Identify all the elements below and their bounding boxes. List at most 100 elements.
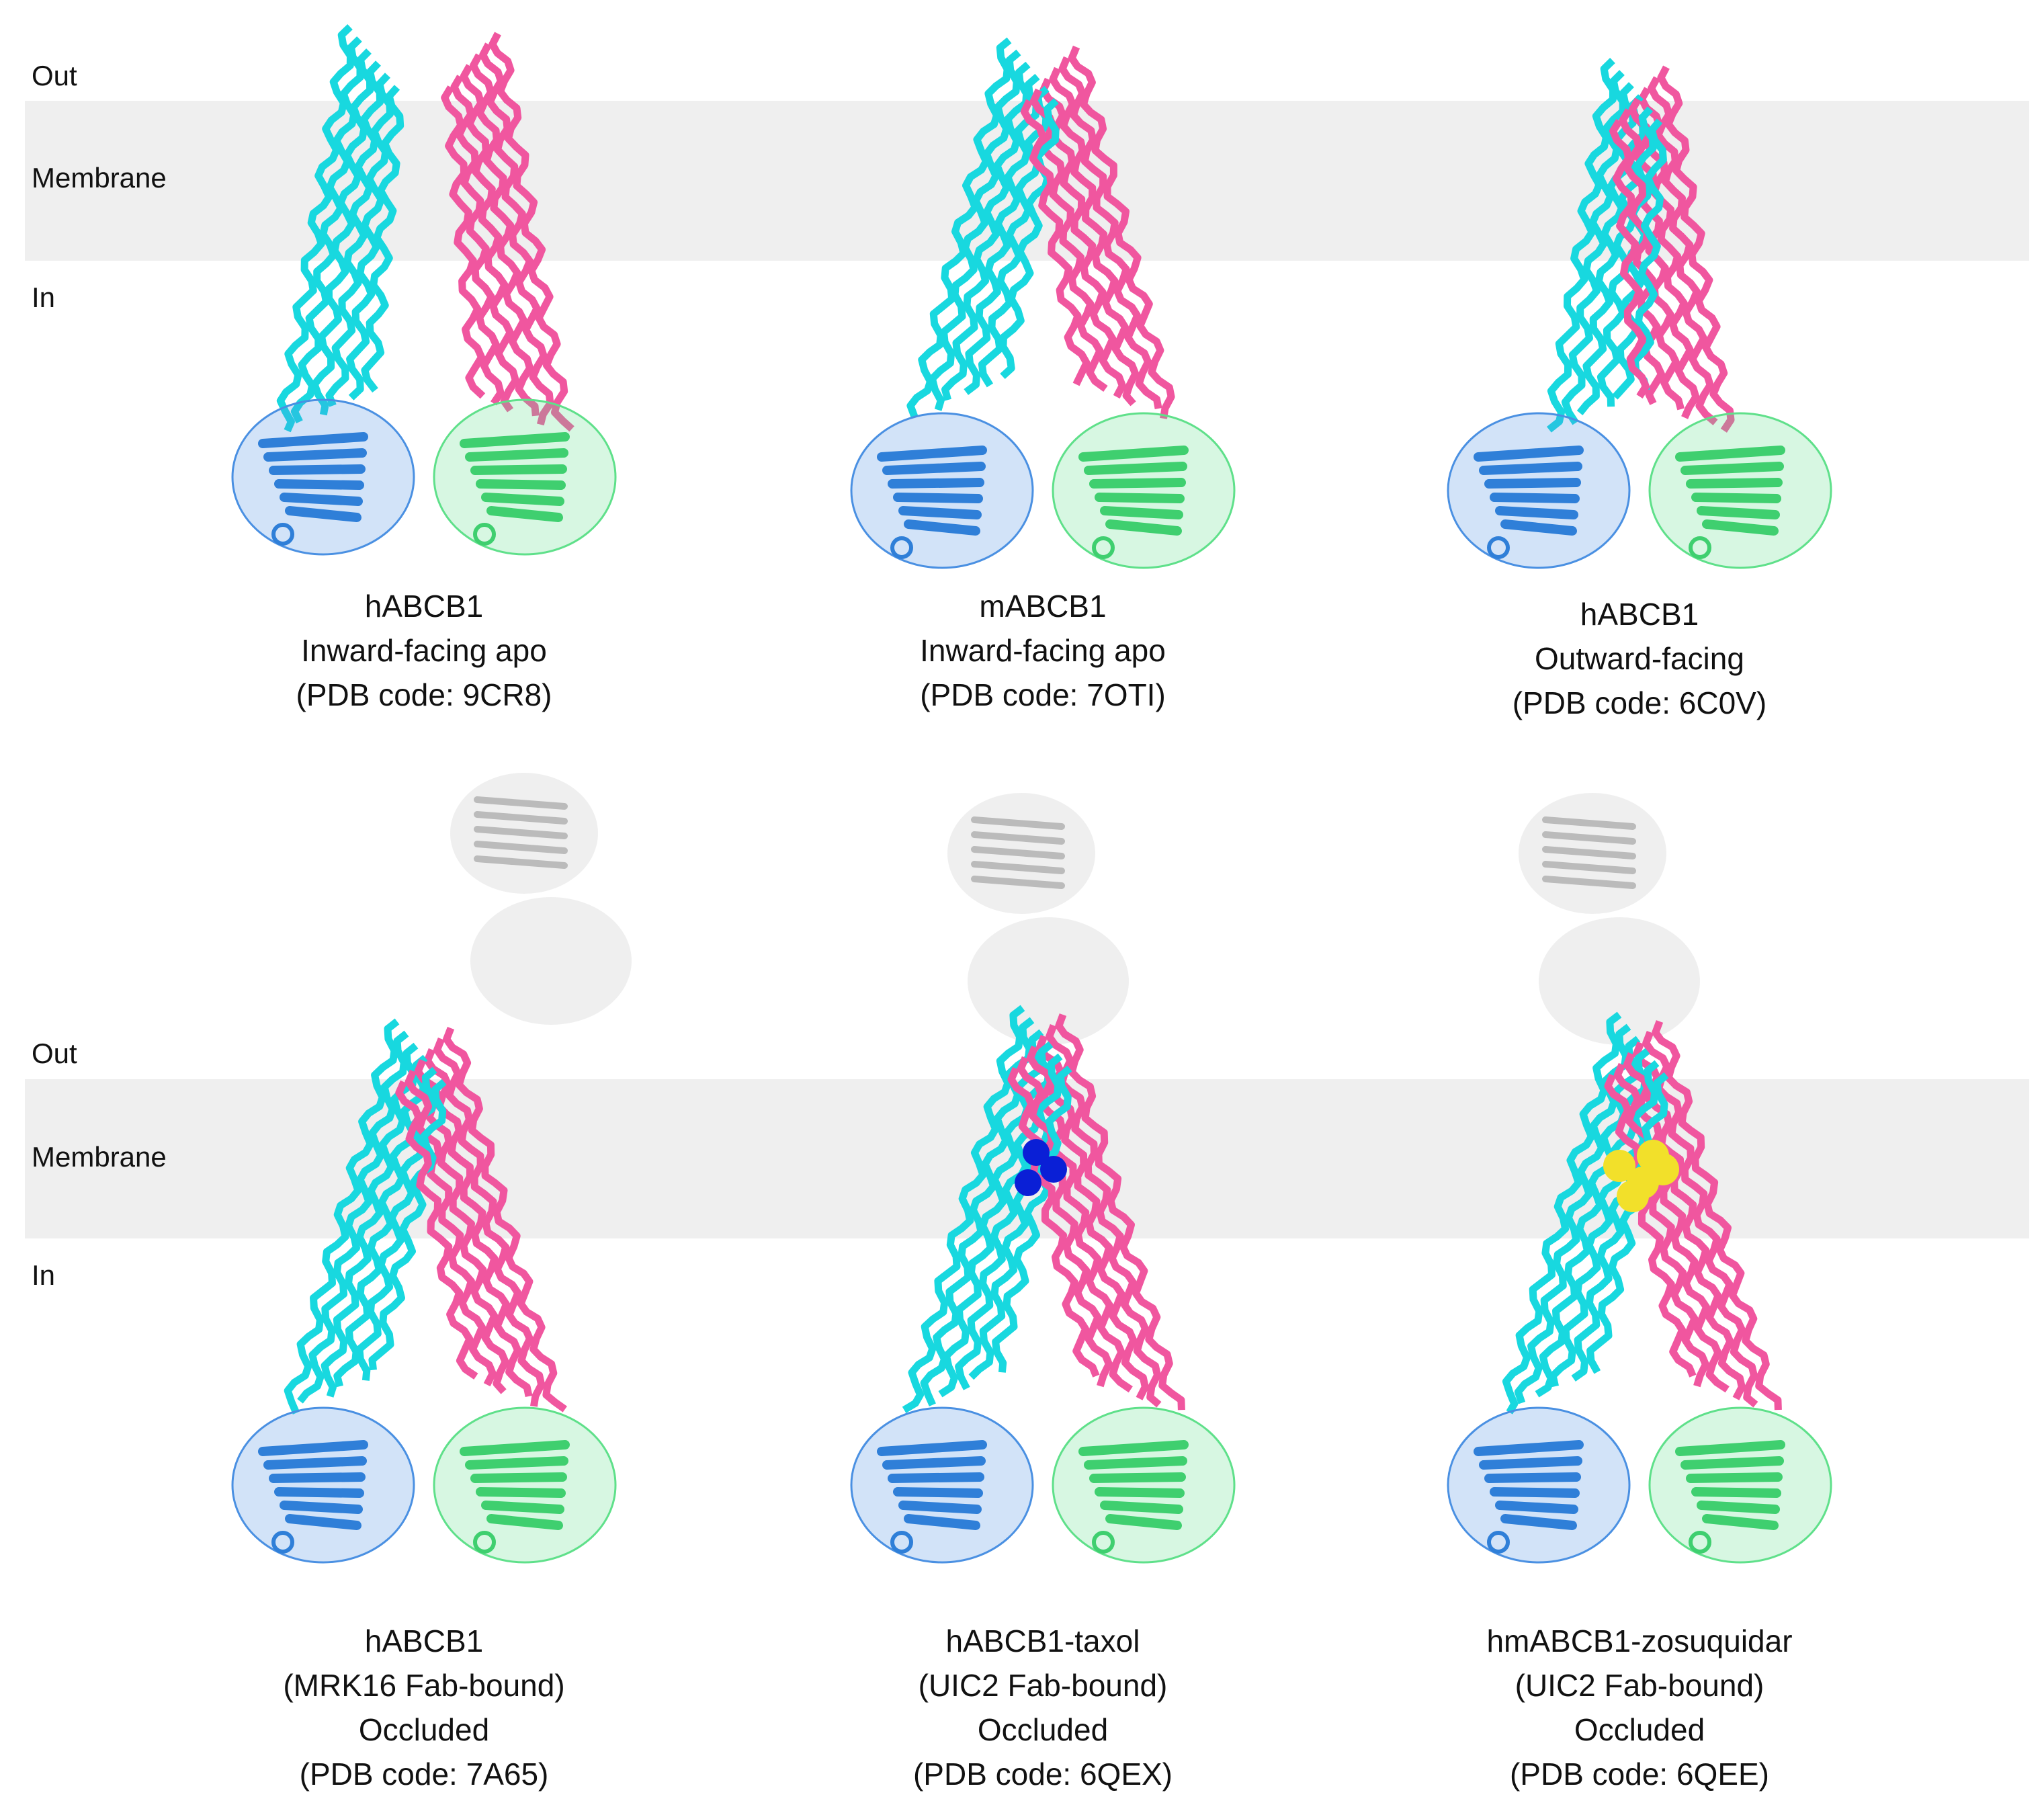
beta-sheet <box>1697 1501 1780 1514</box>
beta-sheet <box>481 1501 564 1514</box>
fab-sheet <box>971 831 1065 845</box>
helix <box>1586 1072 1669 1374</box>
fab-sheet <box>474 811 568 825</box>
caption-line: (PDB code: 9CR8) <box>296 677 552 712</box>
caption-line: Occluded <box>978 1712 1108 1747</box>
beta-sheet <box>904 1514 980 1530</box>
caption-line: Outward-facing <box>1535 641 1744 676</box>
beta-sheet <box>486 1514 563 1530</box>
beta-sheet <box>1095 1487 1185 1498</box>
helix <box>992 1065 1072 1373</box>
protein-structure <box>850 37 1236 569</box>
helix <box>346 73 394 401</box>
beta-sheet <box>274 1487 364 1498</box>
beta-sheet <box>280 1501 363 1514</box>
helix <box>479 42 554 426</box>
beta-sheet <box>1675 1440 1785 1456</box>
caption-line: hABCB1 <box>1580 597 1699 632</box>
fab-sheet <box>971 846 1065 859</box>
beta-sheet <box>1078 446 1189 462</box>
beta-sheet <box>1474 1440 1584 1456</box>
fab-sheet <box>971 816 1065 830</box>
helix <box>1502 1011 1622 1415</box>
helix <box>361 85 404 393</box>
helix <box>1604 1073 1697 1378</box>
beta-sheet <box>258 432 368 448</box>
fab-sheet <box>971 861 1065 874</box>
fab-sheet <box>474 855 568 869</box>
helix <box>404 1069 497 1387</box>
fab-fragment <box>470 897 632 1025</box>
beta-sheet <box>465 1456 568 1470</box>
beta-sheet <box>470 464 567 475</box>
nucleotide-binding-domain <box>433 1406 617 1564</box>
helix <box>1642 1031 1758 1408</box>
beta-sheet <box>1084 462 1187 475</box>
beta-sheet <box>1697 506 1780 519</box>
fab-sheet <box>474 826 568 839</box>
in-label: In <box>32 282 55 313</box>
nucleotide-binding-domain <box>1648 412 1832 569</box>
beta-sheet <box>465 448 568 462</box>
helix-coil <box>1487 1531 1510 1554</box>
beta-sheet <box>904 519 980 536</box>
fab-sheet <box>474 841 568 854</box>
ligand-zosuquidar <box>1603 1140 1679 1212</box>
fab-sheet <box>971 876 1065 889</box>
helix <box>1652 1020 1782 1410</box>
nucleotide-binding-domain <box>850 412 1034 569</box>
helix <box>1561 70 1627 425</box>
beta-sheet <box>460 432 570 448</box>
beta-sheet <box>1691 493 1781 503</box>
protein-structure <box>231 1018 617 1564</box>
beta-sheet <box>877 1440 987 1456</box>
beta-sheet <box>888 1472 984 1483</box>
beta-sheet <box>893 493 983 503</box>
beta-sheet <box>1095 493 1185 503</box>
helix-coil <box>890 1531 913 1554</box>
beta-sheet <box>476 1487 566 1498</box>
helix <box>1546 58 1617 433</box>
caption-line: (PDB code: 7A65) <box>300 1757 549 1792</box>
beta-sheet <box>888 478 984 489</box>
caption-line: Inward-facing apo <box>920 633 1166 668</box>
out-label: Out <box>32 1038 77 1069</box>
helix <box>310 48 374 416</box>
fab-fragment <box>968 917 1129 1045</box>
beta-sheet <box>1490 493 1580 503</box>
helix <box>928 49 1021 411</box>
helix <box>906 37 1012 418</box>
caption-line: hABCB1-taxol <box>946 1624 1140 1658</box>
beta-sheet <box>1100 506 1183 519</box>
helix-coil <box>473 523 496 546</box>
helix <box>1046 1024 1162 1408</box>
beta-sheet <box>1702 1514 1779 1530</box>
helix <box>1609 119 1650 398</box>
helix <box>414 1058 509 1394</box>
ligand-taxol <box>1015 1139 1067 1196</box>
fab-sheet <box>1542 861 1636 874</box>
beta-sheet <box>893 1487 983 1498</box>
helix <box>1637 87 1700 419</box>
beta-sheet <box>470 1472 567 1483</box>
beta-sheet <box>898 506 982 519</box>
caption-line: hmABCB1-zosuquidar <box>1486 1624 1792 1658</box>
beta-sheet <box>460 1440 570 1456</box>
helix <box>1571 1060 1660 1382</box>
beta-sheet <box>1702 519 1779 536</box>
helix <box>1020 99 1091 386</box>
fab-fragment <box>1539 917 1700 1045</box>
protein-structure <box>1447 58 1832 569</box>
ligand-atom <box>1603 1150 1635 1182</box>
caption-line: (UIC2 Fab-bound) <box>1515 1668 1764 1703</box>
helix <box>1068 45 1175 419</box>
in-label: In <box>32 1259 55 1291</box>
nucleotide-binding-domain <box>1447 412 1631 569</box>
helix <box>964 73 1040 395</box>
beta-sheet <box>1105 519 1182 536</box>
beta-sheet <box>1680 1456 1784 1470</box>
nucleotide-binding-domain <box>850 1406 1034 1564</box>
ligand-atom <box>1015 1169 1041 1196</box>
